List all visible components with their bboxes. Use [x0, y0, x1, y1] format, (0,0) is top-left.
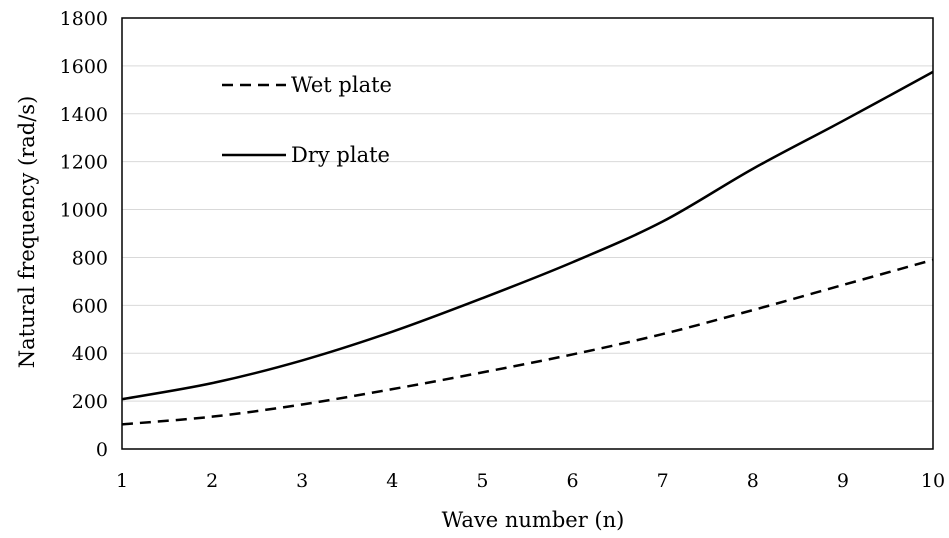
x-tick-label: 7: [657, 470, 669, 492]
y-tick-label: 600: [72, 295, 108, 317]
series-lines: [121, 70, 934, 426]
x-tick-label: 2: [206, 470, 218, 492]
x-tick-label: 6: [567, 470, 579, 492]
y-tick-label: 1600: [60, 56, 108, 78]
series-line-wet-plate: [121, 258, 934, 426]
y-tick-label: 1000: [60, 200, 108, 222]
legend-label-dry-plate: Dry plate: [291, 143, 390, 167]
x-tick-label: 4: [386, 470, 398, 492]
y-tick-label: 1200: [60, 152, 108, 174]
y-tick-label: 800: [72, 247, 108, 269]
x-tick-label: 5: [476, 470, 488, 492]
tick-labels: 0 200 400 600 800 1000 1200 1400 1600 1800 1 2 3 4 5 6 7…: [60, 8, 945, 492]
y-axis-title: Natural frequency (rad/s): [15, 96, 39, 369]
x-tick-label: 10: [921, 470, 945, 492]
series-line-dry-plate: [121, 70, 934, 401]
legend-item-dry-plate: Dry plate: [222, 143, 390, 167]
legend: Wet plate Dry plate: [222, 73, 392, 167]
axes: [121, 17, 934, 450]
y-tick-label: 0: [96, 439, 108, 461]
x-tick-label: 3: [296, 470, 308, 492]
x-tick-label: 8: [747, 470, 759, 492]
plot-frame: [121, 17, 934, 450]
x-axis-title: Wave number (n): [442, 508, 625, 532]
gridlines: [122, 65, 933, 402]
x-tick-label: 1: [116, 470, 128, 492]
y-tick-label: 400: [72, 343, 108, 365]
legend-item-wet-plate: Wet plate: [222, 73, 392, 97]
y-tick-label: 1800: [60, 8, 108, 30]
legend-label-wet-plate: Wet plate: [291, 73, 392, 97]
x-tick-label: 9: [837, 470, 849, 492]
y-tick-label: 200: [72, 391, 108, 413]
y-tick-label: 1400: [60, 104, 108, 126]
